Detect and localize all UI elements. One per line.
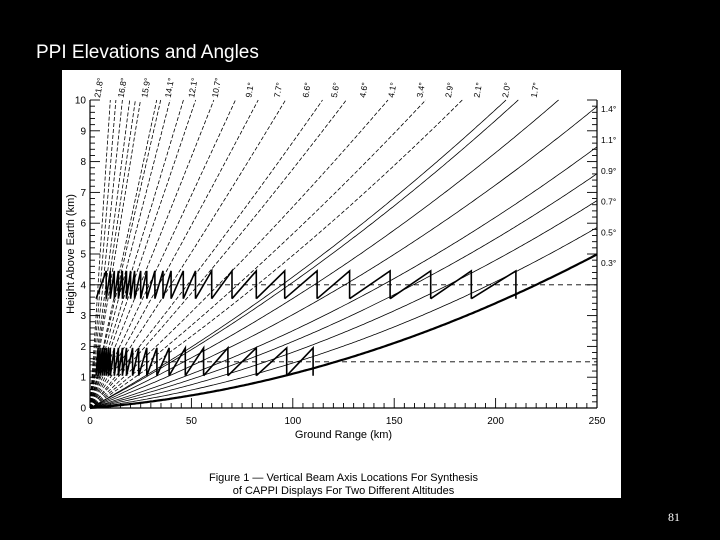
y-tick-label: 9 xyxy=(80,126,86,137)
x-tick-label: 100 xyxy=(284,416,301,427)
figure-caption-line2: of CAPPI Displays For Two Different Alti… xyxy=(233,485,455,497)
bottom-beam-line xyxy=(89,253,598,410)
y-tick-label: 1 xyxy=(80,373,86,384)
x-tick-label: 50 xyxy=(186,416,198,427)
y-axis-label: Height Above Earth (km) xyxy=(65,194,77,314)
beam-elevation-label: 1.7° xyxy=(529,82,541,99)
beam-axis-line xyxy=(89,99,123,409)
beam-elevation-label-right: 1.1° xyxy=(601,135,616,145)
beam-axis-line xyxy=(89,99,136,409)
beam-axis-line xyxy=(89,99,131,409)
beam-elevation-label: 10.7° xyxy=(210,77,223,98)
beam-axis-lines xyxy=(89,99,598,410)
page-number: 81 xyxy=(668,510,680,524)
y-tick-label: 5 xyxy=(80,250,86,261)
beam-elevation-label: 2.0° xyxy=(500,82,512,99)
beam-axis-line xyxy=(89,99,141,409)
beam-elevation-label: 2.9° xyxy=(443,82,455,99)
y-tick-label: 4 xyxy=(80,280,86,291)
beam-elevation-label-right: 0.7° xyxy=(601,197,616,207)
beam-elevation-label-right: 1.4° xyxy=(601,104,616,114)
x-tick-label: 250 xyxy=(589,416,606,427)
beam-elevation-label: 12.1° xyxy=(186,77,199,98)
y-tick-label: 7 xyxy=(80,188,86,199)
x-axis-label: Ground Range (km) xyxy=(295,429,392,441)
beam-axis-line xyxy=(89,99,463,409)
beam-axis-line xyxy=(89,99,347,409)
y-tick-label: 10 xyxy=(75,96,87,107)
cappi-reference-lines xyxy=(90,284,597,363)
beam-axis-line xyxy=(89,99,507,409)
beam-axis-line xyxy=(89,106,598,409)
beam-elevation-label-right: 0.9° xyxy=(601,166,616,176)
beam-elevation-label: 9.1° xyxy=(243,82,255,99)
figure-caption-line1: Figure 1 — Vertical Beam Axis Locations … xyxy=(209,472,479,484)
chart-axes xyxy=(89,99,598,409)
beam-axis-line xyxy=(89,227,598,409)
beam-elevation-label: 7.7° xyxy=(272,82,284,99)
beam-axis-line xyxy=(89,99,158,409)
chart-figure: 0 1 2 3 4 5 6 7 8 9 10 0 50 100 150 200 250 Ground Range … xyxy=(62,70,621,498)
y-tick-label: 8 xyxy=(80,157,86,168)
beam-axis-line xyxy=(89,200,598,409)
cappi-sawtooth-paths xyxy=(95,267,517,377)
beam-axis-line xyxy=(89,173,598,409)
beam-elevation-label: 6.6° xyxy=(300,82,312,99)
beam-elevation-label-right: 0.3° xyxy=(601,258,616,268)
beam-axis-line xyxy=(89,99,389,409)
beam-axis-line xyxy=(89,99,111,409)
y-tick-label: 0 xyxy=(80,404,86,415)
beam-elevation-label: 14.1° xyxy=(163,77,176,98)
beam-axis-line xyxy=(89,99,117,409)
y-tick-label: 6 xyxy=(80,219,86,230)
beam-elevation-label: 16.8° xyxy=(116,77,129,98)
beam-elevation-label: 4.1° xyxy=(386,82,398,99)
beam-elevation-label: 4.6° xyxy=(357,82,369,99)
beam-axis-line xyxy=(89,99,286,409)
x-tick-label: 0 xyxy=(87,416,93,427)
beam-axis-line xyxy=(89,99,519,409)
beam-axis-line xyxy=(89,99,162,409)
beam-axis-line xyxy=(89,99,323,409)
beam-axis-line xyxy=(89,146,598,409)
x-tick-label: 200 xyxy=(487,416,504,427)
beam-elevation-label: 15.9° xyxy=(139,77,152,98)
beam-elevation-label: 3.4° xyxy=(415,82,427,99)
cappi-1p5km-path xyxy=(95,344,314,377)
beam-elevation-label: 2.1° xyxy=(472,82,484,99)
x-tick-label: 150 xyxy=(386,416,403,427)
beam-elevation-label: 5.6° xyxy=(329,82,341,99)
beam-elevation-label: 21.8° xyxy=(92,77,105,98)
y-tick-label: 3 xyxy=(80,311,86,322)
beam-elevation-label-right: 0.5° xyxy=(601,227,616,237)
y-tick-label: 2 xyxy=(80,342,86,353)
cappi-4km-path xyxy=(95,267,517,300)
slide-title: PPI Elevations and Angles xyxy=(36,42,259,63)
